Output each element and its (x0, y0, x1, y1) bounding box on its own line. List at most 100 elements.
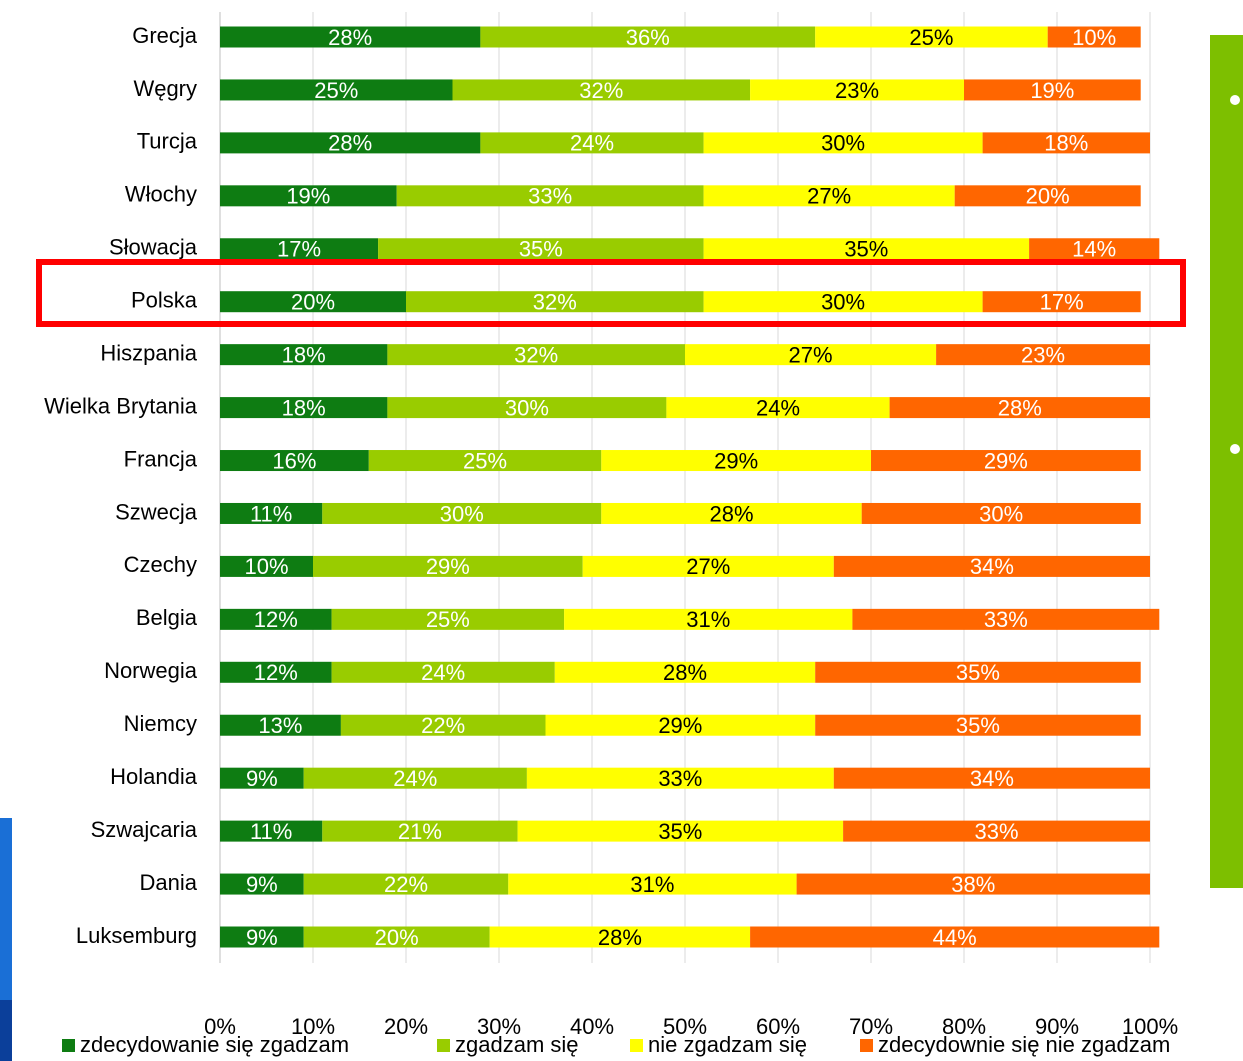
bar-segment (815, 661, 1141, 683)
bar-segment (582, 555, 834, 577)
bar-segment (852, 608, 1160, 630)
value-label: 29% (426, 554, 470, 579)
bar-segment (954, 185, 1141, 207)
value-label: 23% (1021, 342, 1065, 367)
legend-swatch (62, 1039, 75, 1052)
value-label: 9% (246, 925, 278, 950)
legend-swatch (630, 1039, 643, 1052)
legend-swatch (437, 1039, 450, 1052)
bar-segment (601, 502, 862, 524)
value-label: 27% (686, 554, 730, 579)
value-label: 30% (505, 395, 549, 420)
value-label: 35% (956, 713, 1000, 738)
value-label: 29% (984, 448, 1028, 473)
bar-segment (685, 344, 937, 366)
bar-segment (564, 608, 853, 630)
bullet (1230, 444, 1240, 454)
value-label: 27% (807, 184, 851, 209)
bar-segment (220, 714, 341, 736)
bar-segment (815, 26, 1048, 48)
legend-label: zdecydownie się nie zgadzam (878, 1032, 1170, 1057)
value-label: 36% (626, 25, 670, 50)
value-label: 17% (1040, 290, 1084, 315)
bar-segment (871, 450, 1141, 472)
bar-segment (303, 926, 490, 948)
bar-segment (889, 397, 1150, 419)
value-label: 25% (463, 448, 507, 473)
value-label: 17% (277, 237, 321, 262)
bar-segment (815, 714, 1141, 736)
value-label: 33% (984, 607, 1028, 632)
value-label: 32% (579, 78, 623, 103)
value-label: 29% (658, 713, 702, 738)
x-tick-label: 20% (384, 1014, 428, 1039)
value-label: 28% (598, 925, 642, 950)
value-label: 23% (835, 78, 879, 103)
x-tick-label: 0% (204, 1014, 236, 1039)
value-label: 22% (384, 872, 428, 897)
y-tick-label: Dania (140, 870, 198, 895)
value-label: 14% (1072, 237, 1116, 262)
bar-segment (964, 79, 1141, 101)
x-tick-label: 40% (570, 1014, 614, 1039)
bar-segment (750, 79, 964, 101)
y-tick-label: Polska (131, 288, 198, 313)
value-label: 33% (658, 766, 702, 791)
bar-segment (220, 661, 332, 683)
bar-segment (387, 397, 667, 419)
y-tick-label: Belgia (136, 605, 198, 630)
bar-segment (220, 502, 323, 524)
y-tick-label: Francja (124, 446, 198, 471)
value-label: 19% (286, 184, 330, 209)
bar-segment (220, 238, 379, 260)
value-label: 16% (272, 448, 316, 473)
value-label: 18% (1044, 131, 1088, 156)
value-label: 35% (658, 819, 702, 844)
side-panel (1210, 35, 1243, 888)
legend-label: zgadzam się (455, 1032, 579, 1057)
value-label: 28% (709, 501, 753, 526)
value-label: 20% (1026, 184, 1070, 209)
value-label: 27% (789, 342, 833, 367)
bar-segment (396, 185, 704, 207)
bullet (1230, 95, 1240, 105)
value-label: 38% (951, 872, 995, 897)
bar-segment (220, 450, 369, 472)
value-label: 20% (375, 925, 419, 950)
value-label: 18% (282, 395, 326, 420)
value-label: 24% (570, 131, 614, 156)
bar-segment (489, 926, 751, 948)
bar-segment (703, 132, 983, 154)
value-label: 35% (956, 660, 1000, 685)
bar-segment (220, 79, 453, 101)
value-label: 32% (533, 290, 577, 315)
bar-segment (601, 450, 871, 472)
bar-segment (452, 79, 751, 101)
y-tick-label: Turcja (137, 129, 198, 154)
value-label: 24% (421, 660, 465, 685)
bar-segment (220, 608, 332, 630)
bar-segment (220, 397, 388, 419)
y-tick-label: Włochy (125, 182, 197, 207)
bar-segment (313, 555, 583, 577)
bar-segment (703, 185, 955, 207)
y-tick-label: Holandia (110, 764, 198, 789)
bar-segment (340, 714, 546, 736)
bar-segment (982, 132, 1150, 154)
bar-segment (406, 291, 704, 313)
y-tick-label: Niemcy (124, 711, 197, 736)
y-tick-label: Szwecja (115, 499, 198, 524)
bar-segment (322, 820, 518, 842)
bar-segment (303, 873, 509, 895)
value-label: 9% (246, 872, 278, 897)
bar-segment (750, 926, 1160, 948)
bar-segment (220, 820, 323, 842)
bar-segment (703, 238, 1030, 260)
value-label: 31% (630, 872, 674, 897)
side-strip (0, 1000, 12, 1061)
legend-swatch (860, 1039, 873, 1052)
value-label: 9% (246, 766, 278, 791)
value-label: 13% (258, 713, 302, 738)
value-label: 25% (314, 78, 358, 103)
value-label: 25% (909, 25, 953, 50)
